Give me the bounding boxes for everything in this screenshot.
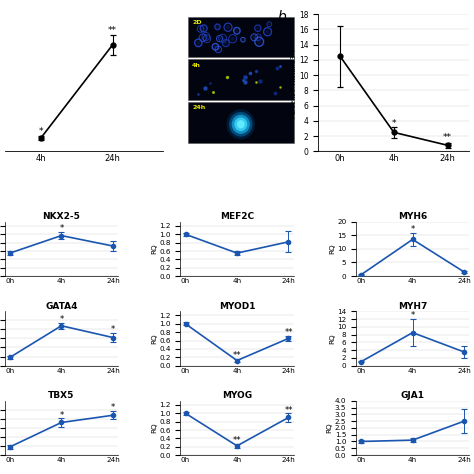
Ellipse shape [231,36,235,41]
Ellipse shape [216,26,219,28]
Title: GATA4: GATA4 [45,301,78,310]
Title: MYOD1: MYOD1 [219,301,255,310]
Text: 4h: 4h [192,63,201,68]
Y-axis label: Percent P-Histone3 +: Percent P-Histone3 + [291,47,297,118]
Ellipse shape [205,37,209,41]
Ellipse shape [220,36,225,40]
Ellipse shape [204,35,208,38]
Ellipse shape [256,36,260,39]
Text: **: ** [108,26,117,35]
Text: *: * [410,225,415,234]
Ellipse shape [232,115,250,134]
Text: *: * [59,224,64,233]
Ellipse shape [227,109,255,139]
Text: *: * [59,410,64,419]
Text: **: ** [233,437,241,446]
Ellipse shape [253,36,256,39]
Ellipse shape [256,27,259,30]
Ellipse shape [265,30,270,34]
Title: MYOG: MYOG [222,391,252,400]
Ellipse shape [202,27,205,30]
Text: *: * [111,403,115,412]
Ellipse shape [218,37,221,40]
Title: MYH6: MYH6 [398,212,427,221]
Text: **: ** [233,351,241,360]
Ellipse shape [268,23,271,26]
Text: 2D: 2D [192,20,202,26]
Ellipse shape [257,39,261,44]
Ellipse shape [217,48,220,51]
Title: MEF2C: MEF2C [220,212,254,221]
Text: **: ** [284,328,293,337]
Y-axis label: RQ: RQ [327,423,333,433]
Text: *: * [38,127,43,136]
Ellipse shape [242,38,244,41]
Y-axis label: RQ: RQ [151,333,157,344]
Text: 24h: 24h [192,105,205,110]
Text: *: * [410,311,415,320]
Ellipse shape [214,45,217,48]
Text: **: ** [443,133,452,142]
Ellipse shape [235,29,238,32]
Text: *: * [392,119,396,128]
Ellipse shape [197,41,200,45]
Bar [188,17,294,57]
Y-axis label: RQ: RQ [329,333,335,344]
Bar [188,60,294,100]
Text: *: * [59,315,64,324]
Ellipse shape [237,120,245,128]
Text: b: b [278,10,286,25]
Title: MYH7: MYH7 [398,301,427,310]
Ellipse shape [201,36,205,40]
Y-axis label: RQ: RQ [151,244,157,254]
Ellipse shape [234,118,247,131]
Text: **: ** [284,406,293,415]
Ellipse shape [224,41,228,45]
Y-axis label: RQ: RQ [151,423,157,433]
Title: NKX2-5: NKX2-5 [43,212,80,221]
Title: GJA1: GJA1 [401,391,425,400]
Title: TBX5: TBX5 [48,391,74,400]
Ellipse shape [226,25,230,29]
Ellipse shape [199,27,202,31]
Bar [188,102,294,143]
Y-axis label: RQ: RQ [329,244,335,254]
Ellipse shape [229,112,253,137]
Text: *: * [111,325,115,334]
